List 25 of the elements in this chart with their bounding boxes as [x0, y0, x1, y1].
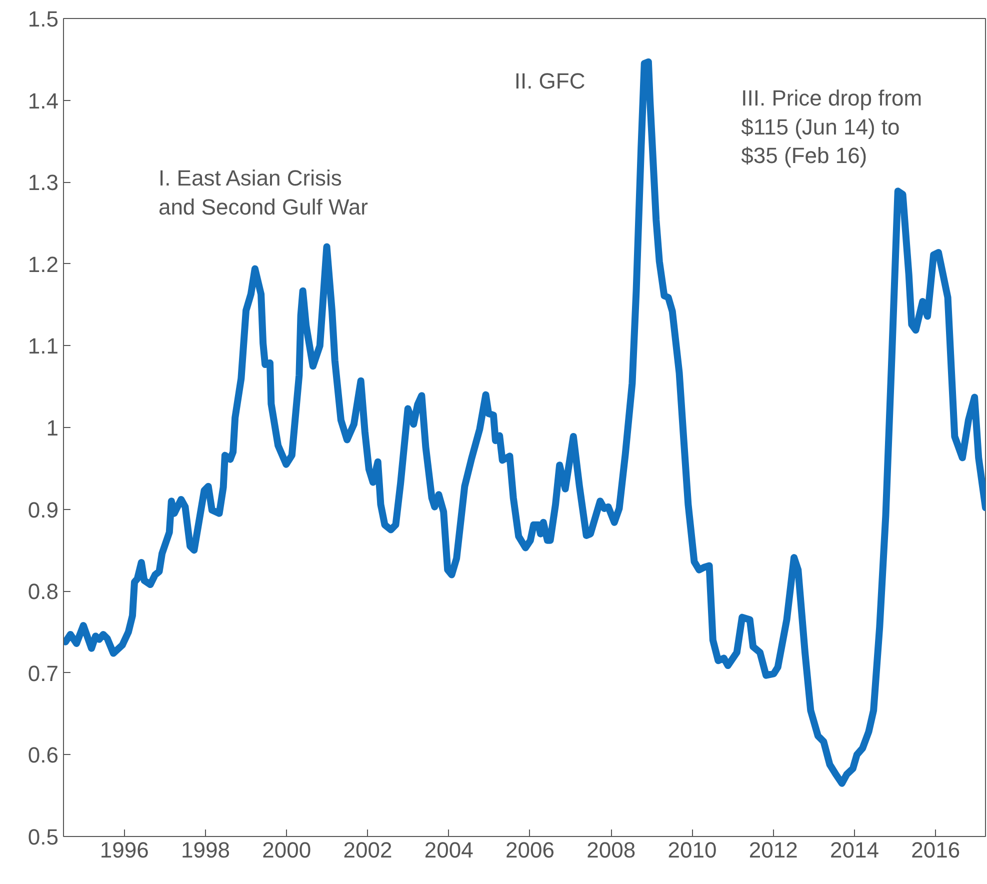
y-tick-label: 0.7 [28, 660, 59, 686]
x-tick-label: 2002 [343, 838, 392, 862]
y-tick-label: 1 [46, 416, 59, 440]
x-tick-label: 2004 [424, 838, 474, 862]
y-tick-label: 0.9 [28, 497, 59, 522]
y-tick-label: 1.5 [28, 6, 59, 32]
y-tick-label: 0.5 [28, 824, 59, 850]
annotation: III. Price drop from $115 (Jun 14) to $35 (Feb 16) [741, 86, 922, 168]
x-tick-label: 2012 [748, 838, 798, 862]
x-tick-label: 2014 [830, 838, 879, 862]
y-tick-label: 0.6 [28, 742, 59, 768]
x-tick-label: 2006 [506, 838, 554, 862]
x-tick-label: 2016 [911, 838, 960, 862]
y-tick-label: 1.2 [28, 252, 59, 277]
x-tick-label: 2000 [262, 838, 312, 862]
y-tick-label: 1.4 [28, 88, 59, 114]
x-tick-label: 2008 [586, 838, 636, 862]
y-tick-label: 0.8 [28, 579, 59, 604]
annotation: II. GFC [514, 68, 586, 94]
y-tick-label: 1.1 [28, 334, 59, 359]
annotation: I. East Asian Crisis and Second Gulf War [158, 166, 368, 220]
x-tick-label: 2010 [668, 838, 717, 862]
x-tick-label: 1996 [100, 838, 149, 862]
x-tick-label: 1998 [181, 838, 230, 862]
y-tick-label: 1.3 [28, 170, 59, 196]
